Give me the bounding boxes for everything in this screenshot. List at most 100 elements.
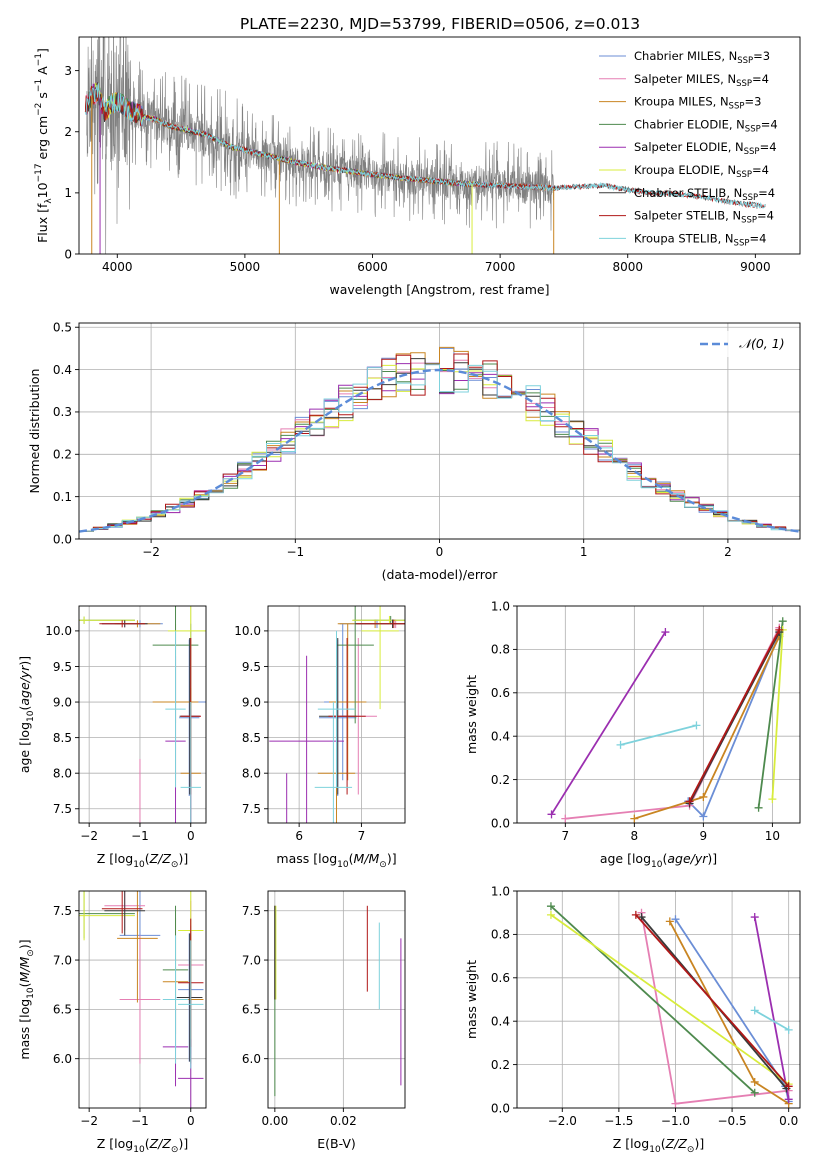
weight-line [687,633,781,819]
weight-marker [661,628,670,637]
y-tick-label: 0.2 [491,773,510,787]
x-tick-label: −2 [80,1114,98,1128]
y-axis-label: mass weight [464,675,479,754]
y-tick-label: 6.0 [242,1052,261,1066]
weight-line [753,916,790,1100]
weight-vs-age-panel: 7 8 9 10 0.0 0.2 0.4 0.6 0.8 1.0 age [log10(age/yr… [464,599,801,870]
x-tick-label: 8 [631,829,639,843]
weight-marker [784,1082,793,1091]
age-vs-metallicity-panel: −2 −1 0 7.5 8.0 8.5 9.0 9.5 10.0 Z [log10(Z/Z⊙)] a… [17,605,207,870]
y-tick-label: 0.5 [53,321,72,335]
weight-marker [692,721,701,730]
x-axis-label: age [log10(age/yr)] [600,851,717,870]
x-axis-label: wavelength [Angstrom, rest frame] [329,282,549,297]
y-axis-label: age [log10(age/yr)] [17,656,36,773]
y-axis-label: mass weight [464,960,479,1039]
x-tick-label: 0.0 [779,1114,798,1128]
weight-vs-metallicity-panel: −2.0 −1.5 −1.0 −0.5 0.0 0.0 0.2 0.4 0.6 0.8 1.0 Z [… [464,884,801,1155]
y-tick-label: 9.5 [242,660,261,674]
weight-line [550,631,667,815]
x-axis-label: E(B-V) [317,1136,356,1151]
weight-marker [754,803,763,812]
y-tick-label: 0 [64,247,72,261]
axes-frame [267,605,406,824]
y-axis-label: Normed distribution [27,369,42,494]
x-tick-label: 9 [700,829,708,843]
y-tick-label: 0.2 [491,1058,510,1072]
x-tick-label: 6 [295,829,303,843]
x-axis-label: mass [log10(M/M⊙)] [276,851,396,870]
x-tick-label: −1 [286,545,304,559]
y-tick-label: 8.0 [242,766,261,780]
x-axis-label: Z [log10(Z/Z⊙)] [97,851,188,870]
weight-marker [546,910,555,919]
y-tick-label: 9.5 [53,660,72,674]
x-tick-label: −1.0 [661,1114,690,1128]
weight-marker [750,913,759,922]
x-tick-label: 7 [561,829,569,843]
residuals-panel: −2 −1 0 1 2 0.0 0.1 0.2 0.3 0.4 0.5 𝒩(0, 1) (data-mo… [27,321,801,582]
y-tick-label: 0.1 [53,490,72,504]
model-spectrum-line [84,83,766,210]
axes-frame [78,36,801,255]
weight-marker [546,902,555,911]
plot-area [547,617,787,823]
legend-entry: Kroupa ELODIE, NSSP=4 [634,163,769,180]
x-tick-label: 7 [358,829,366,843]
x-tick-label: −2 [80,829,98,843]
axes-frame [78,605,207,824]
normal-distribution-curve [79,368,800,533]
weight-marker [685,797,694,806]
y-axis-label: Flux [fλ10−17 erg cm−2 s−1 A−1] [34,48,54,243]
x-tick-label: 0 [436,545,444,559]
mass-vs-extinction-panel: 0.00 0.02 6.0 6.5 7.0 7.5 E(B-V) [242,890,406,1151]
weight-marker [665,917,674,926]
weight-marker [547,810,556,819]
model-spectrum-line [84,83,766,209]
y-tick-label: 10.0 [45,624,72,638]
axes-frame [516,890,801,1109]
y-tick-label: 0.8 [491,928,510,942]
y-tick-label: 9.0 [53,695,72,709]
weight-line [565,627,781,820]
y-tick-label: 7.5 [53,802,72,816]
y-tick-label: 2 [64,125,72,139]
axes-frame [516,605,801,824]
weight-marker [784,1025,793,1034]
weight-marker [631,910,640,919]
legend-entry: Salpeter MILES, NSSP=4 [634,72,769,89]
weight-marker [750,1077,759,1086]
weight-marker [775,625,784,634]
y-tick-label: 6.0 [53,1052,72,1066]
legend-entry: Chabrier ELODIE, NSSP=4 [634,117,778,134]
y-tick-label: 6.5 [242,1003,261,1017]
mass-vs-metallicity-panel: −2 −1 0 6.0 6.5 7.0 7.5 Z [log10(Z/Z⊙)] mass [lo… [17,890,207,1155]
y-tick-label: 7.5 [242,904,261,918]
y-tick-label: 8.5 [242,731,261,745]
y-tick-label: 6.5 [53,1003,72,1017]
spectrum-panel: 4000 5000 6000 7000 8000 9000 0 1 2 3 Chabrier MIL… [34,36,801,297]
plot-area [274,905,402,1097]
x-tick-label: 0 [187,1114,195,1128]
x-axis-label: Z [log10(Z/Z⊙)] [613,1136,704,1155]
x-tick-label: 0 [187,829,195,843]
weight-line [620,724,697,746]
x-tick-label: −1 [131,829,149,843]
y-tick-label: 0.0 [491,1101,510,1115]
plot-area [84,37,766,254]
legend-entry: Salpeter STELIB, NSSP=4 [634,209,774,226]
plot-area [546,902,793,1108]
weight-marker [750,1006,759,1015]
y-tick-label: 9.0 [242,695,261,709]
x-tick-label: 9000 [740,260,771,274]
y-axis-label: mass [log10(M/M⊙)] [17,939,36,1059]
x-tick-label: 2 [724,545,732,559]
y-tick-label: 0.4 [53,363,72,377]
y-tick-label: 0.3 [53,405,72,419]
plot-area [79,891,204,1108]
x-tick-label: −1.5 [604,1114,633,1128]
weight-marker [671,915,680,924]
x-tick-label: 8000 [612,260,643,274]
weight-marker [699,812,708,821]
y-tick-label: 7.5 [53,904,72,918]
